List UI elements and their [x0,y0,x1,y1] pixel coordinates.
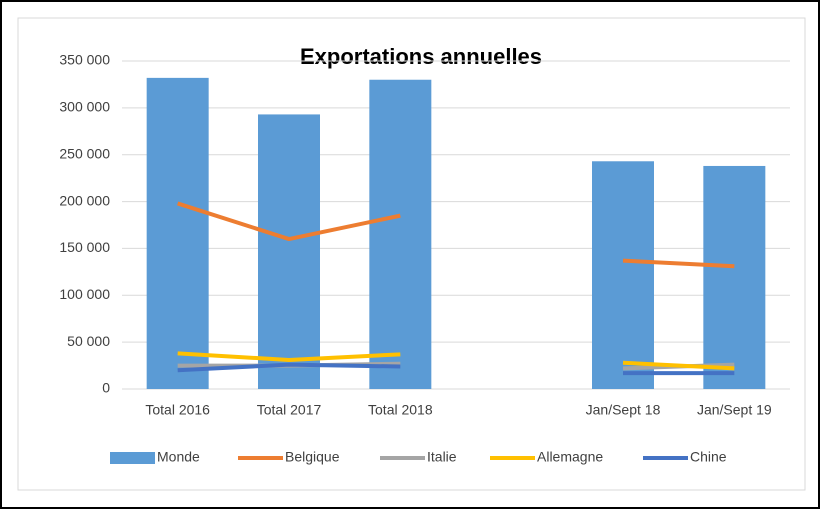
bar [369,79,432,389]
x-tick-label: Total 2016 [145,402,210,418]
x-tick-label: Jan/Sept 18 [586,402,661,418]
legend-swatch [110,452,155,464]
y-tick-label: 200 000 [59,192,110,208]
chart-title: Exportations annuelles [300,44,542,69]
x-tick-label: Jan/Sept 19 [697,402,772,418]
line [177,351,401,362]
y-tick-label: 350 000 [59,52,110,68]
y-tick-label: 0 [102,380,110,396]
bar [592,161,654,389]
line [177,201,401,242]
legend-label: Belgique [285,449,340,465]
line [622,360,735,371]
x-tick-label: Total 2018 [368,402,433,418]
bar [146,77,209,390]
bar [703,165,766,389]
y-tick-label: 150 000 [59,239,110,255]
bar [258,114,320,389]
y-tick-label: 50 000 [67,333,110,349]
legend-label: Monde [157,449,200,465]
y-tick-label: 250 000 [59,145,110,161]
x-tick-label: Total 2017 [257,402,322,418]
legend-label: Chine [690,449,727,465]
y-tick-label: 300 000 [59,99,110,115]
y-tick-label: 100 000 [59,286,110,302]
line [177,362,401,373]
legend-label: Italie [427,449,457,465]
legend-label: Allemagne [537,449,603,465]
line [622,258,735,269]
